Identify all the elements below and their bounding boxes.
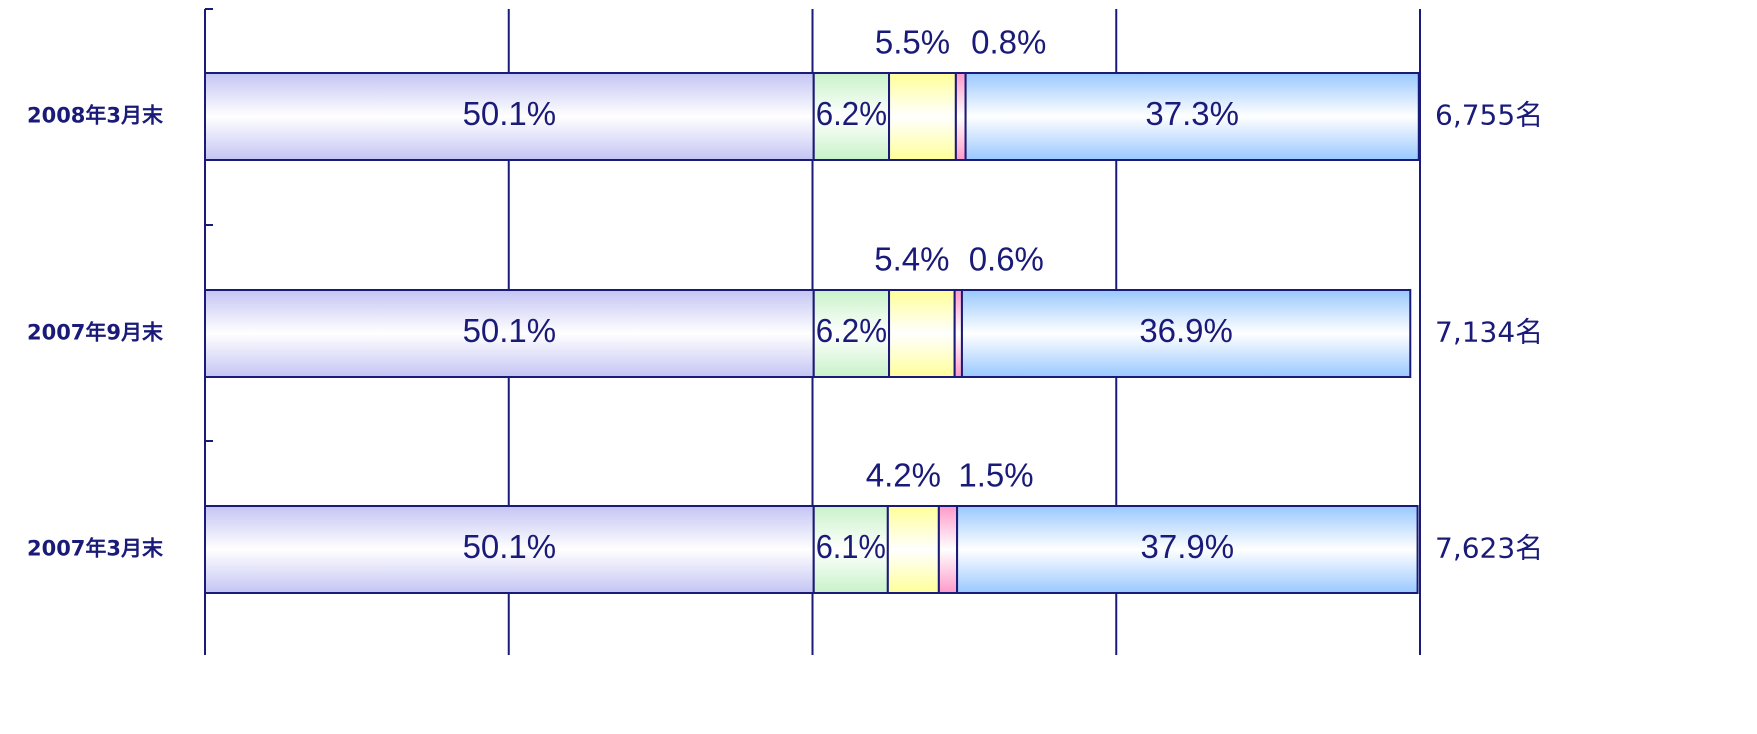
value-label: 50.1% bbox=[463, 95, 557, 132]
value-label: 50.1% bbox=[463, 312, 557, 349]
value-label: 36.9% bbox=[1139, 312, 1233, 349]
value-label: 0.8% bbox=[971, 24, 1046, 61]
category-label: 2007年3月末 bbox=[27, 537, 164, 561]
value-label: 4.2% bbox=[866, 457, 941, 494]
value-label: 5.4% bbox=[874, 241, 949, 278]
bar-segment bbox=[888, 289, 956, 378]
bar-segment bbox=[954, 72, 967, 161]
bar-segment bbox=[888, 72, 957, 161]
bar-segment bbox=[964, 72, 1420, 161]
total-label: 7,623名 bbox=[1435, 532, 1543, 565]
value-label: 1.5% bbox=[958, 457, 1033, 494]
total-label: 6,755名 bbox=[1435, 99, 1543, 132]
value-label: 5.5% bbox=[875, 24, 950, 61]
category-label: 2007年9月末 bbox=[27, 321, 164, 345]
value-label: 6.2% bbox=[816, 312, 887, 349]
value-label: 37.3% bbox=[1145, 95, 1239, 132]
value-label: 6.2% bbox=[816, 95, 887, 132]
bar-segment bbox=[812, 72, 891, 161]
bar-segment bbox=[204, 505, 815, 594]
value-label: 6.1% bbox=[816, 528, 886, 565]
bar-segment bbox=[956, 505, 1419, 594]
total-label: 7,134名 bbox=[1435, 316, 1543, 349]
bar-segment bbox=[812, 505, 889, 594]
value-label: 0.6% bbox=[969, 241, 1044, 278]
category-label: 2008年3月末 bbox=[27, 104, 164, 128]
bar-segment bbox=[886, 505, 940, 594]
bar-segment bbox=[953, 289, 963, 378]
value-label: 37.9% bbox=[1141, 528, 1235, 565]
bar-segment bbox=[937, 505, 959, 594]
value-label: 50.1% bbox=[463, 528, 557, 565]
bar-segment bbox=[960, 289, 1412, 378]
bar-segment bbox=[204, 72, 815, 161]
